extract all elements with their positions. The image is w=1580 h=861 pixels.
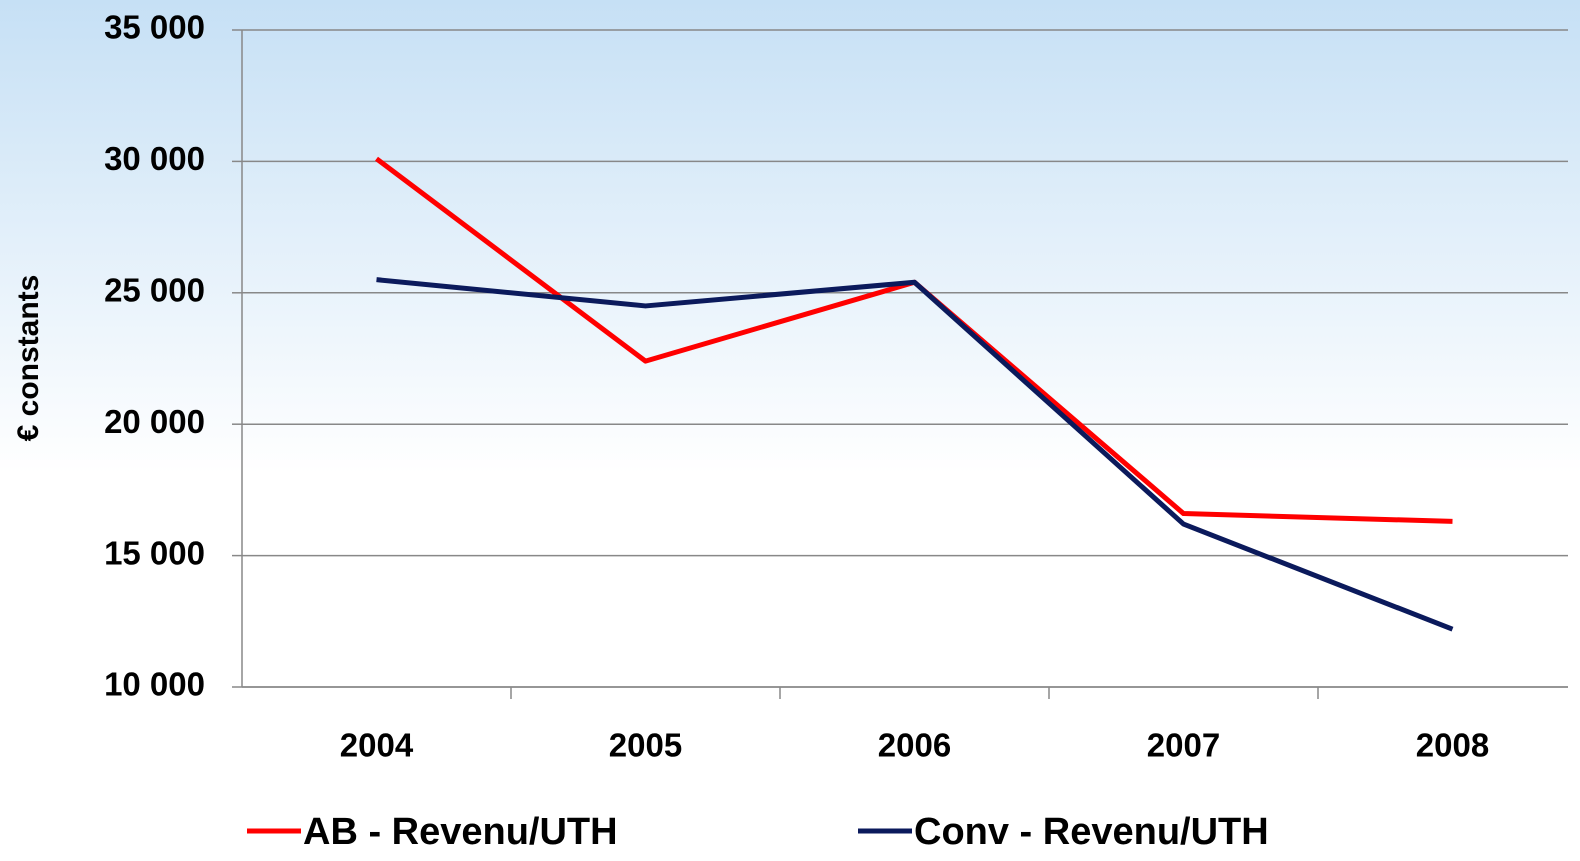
- x-tick-label: 2007: [1147, 727, 1220, 764]
- y-tick-label: 10 000: [104, 666, 205, 703]
- y-axis-title: € constants: [12, 275, 45, 442]
- legend-label: Conv - Revenu/UTH: [914, 811, 1269, 853]
- y-tick-label: 35 000: [104, 9, 205, 46]
- x-tick-label: 2005: [609, 727, 682, 764]
- x-tick-label: 2006: [878, 727, 951, 764]
- y-tick-label: 15 000: [104, 534, 205, 571]
- y-tick-label: 25 000: [104, 272, 205, 309]
- y-tick-label: 30 000: [104, 140, 205, 177]
- legend-label: AB - Revenu/UTH: [303, 811, 618, 853]
- y-tick-label: 20 000: [104, 403, 205, 440]
- x-tick-label: 2004: [340, 727, 414, 764]
- series-line: [376, 277, 1454, 632]
- x-tick-label: 2008: [1416, 727, 1489, 764]
